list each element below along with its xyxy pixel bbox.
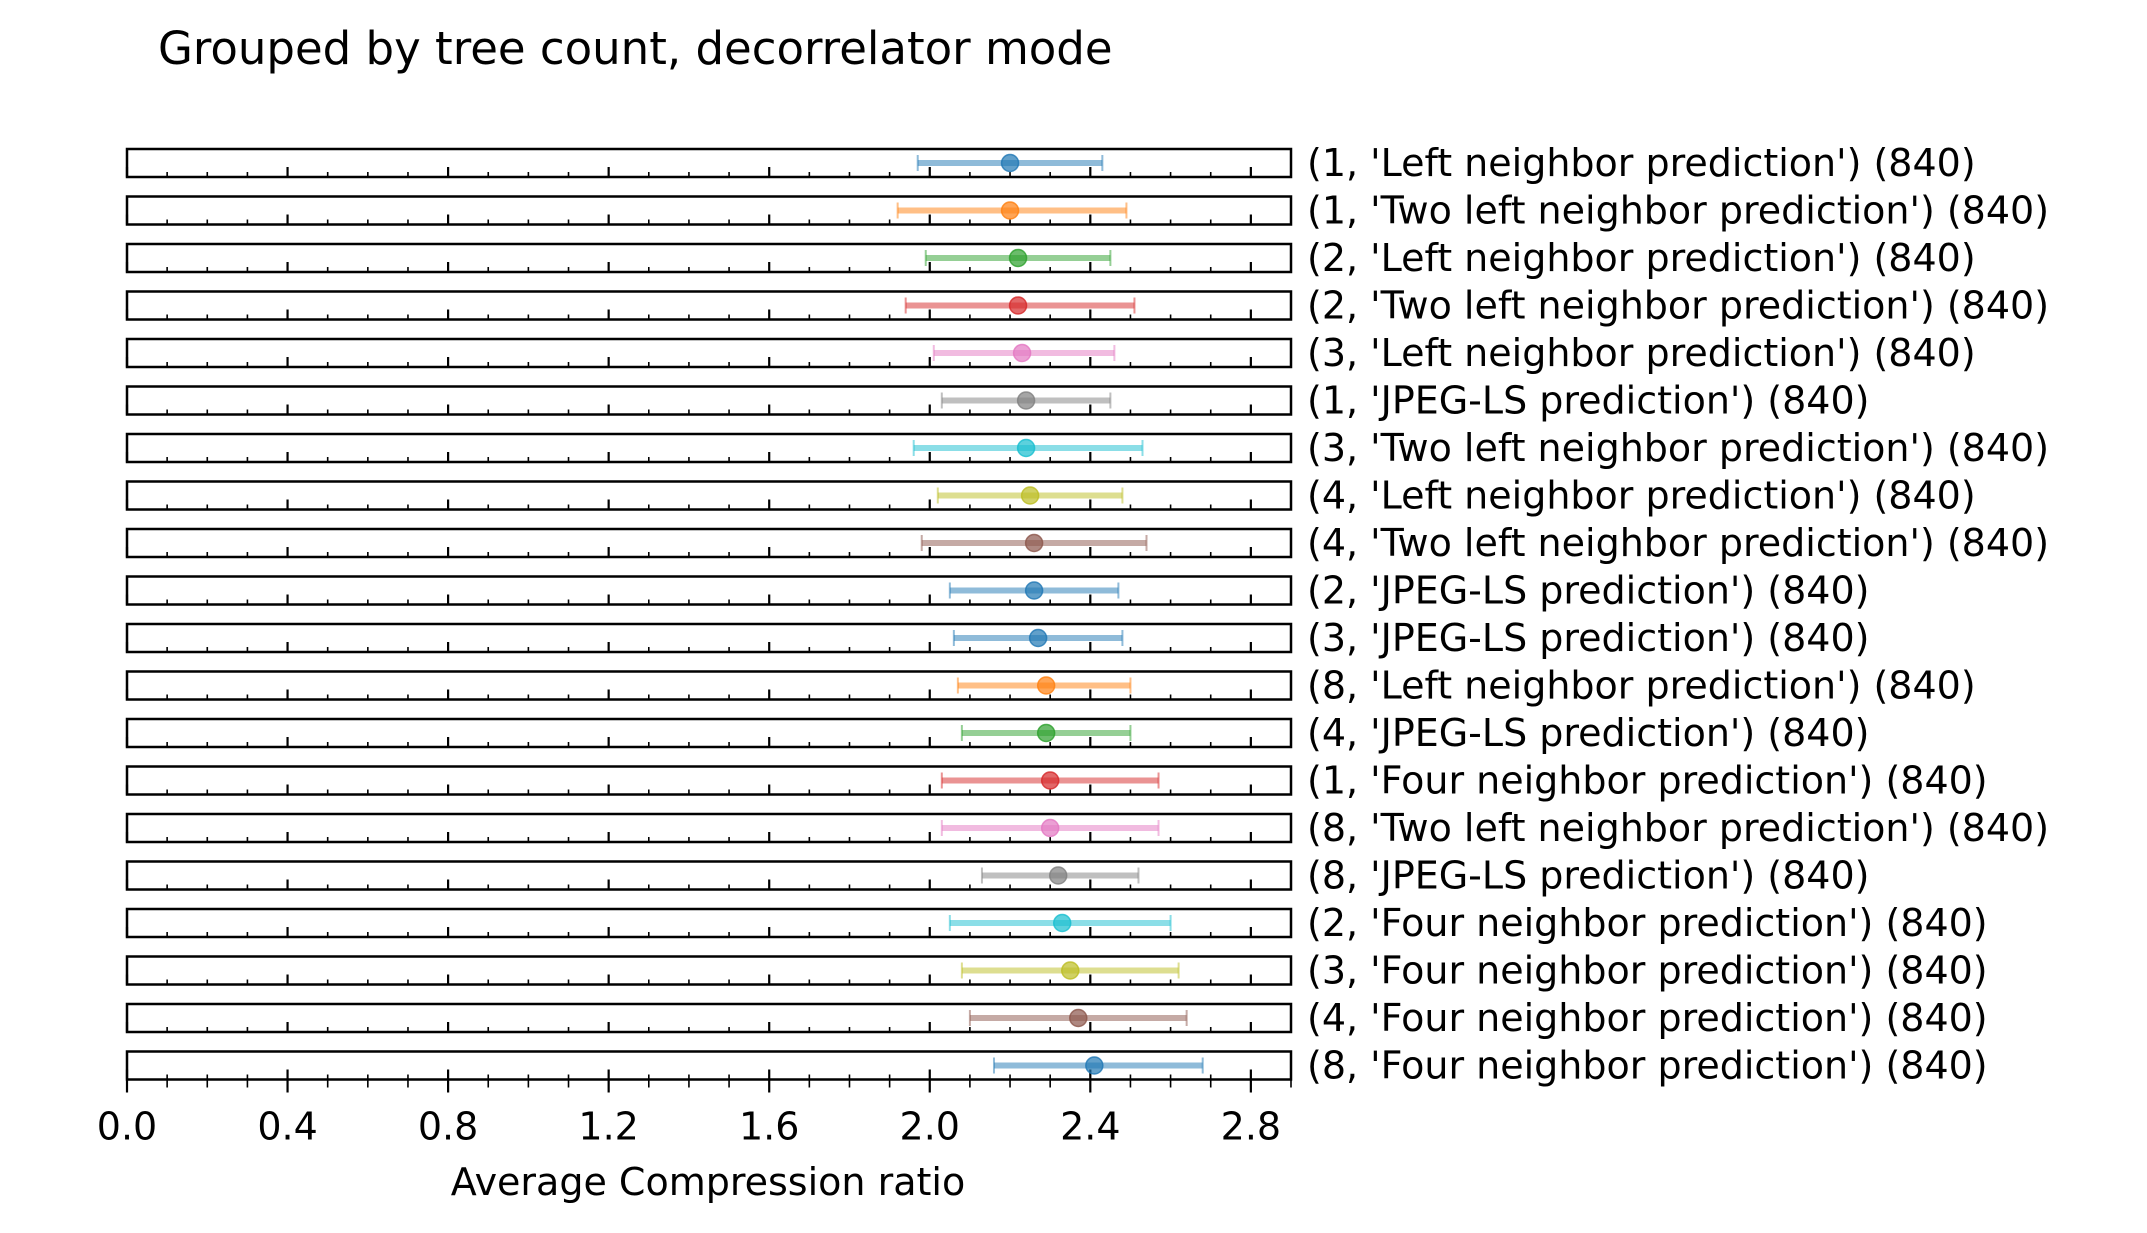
row-frame xyxy=(125,575,1293,606)
mean-marker xyxy=(1012,343,1032,363)
row-5: (3, 'Left neighbor prediction') (840) xyxy=(125,331,1976,375)
row-frame xyxy=(125,907,1293,939)
mean-marker xyxy=(1024,581,1044,600)
row-11: (3, 'JPEG-LS prediction') (840) xyxy=(125,616,1869,660)
row-label: (1, 'Two left neighbor prediction') (840… xyxy=(1307,189,2049,233)
row-4: (2, 'Two left neighbor prediction') (840… xyxy=(125,284,2049,328)
row-1: (1, 'Left neighbor prediction') (840) xyxy=(125,141,1976,185)
row-10: (2, 'JPEG-LS prediction') (840) xyxy=(125,569,1869,613)
row-label: (2, 'Four neighbor prediction') (840) xyxy=(1307,901,1988,945)
row-frame xyxy=(125,147,1293,179)
mean-marker xyxy=(1028,628,1048,648)
row-frame xyxy=(125,670,1293,701)
x-tick-label: 2.0 xyxy=(900,1105,960,1149)
row-label: (4, 'Four neighbor prediction') (840) xyxy=(1307,996,1988,1040)
mean-marker xyxy=(1000,153,1020,173)
rows-layer: (1, 'Left neighbor prediction') (840)(1,… xyxy=(125,141,2049,1088)
row-label: (8, 'Two left neighbor prediction') (840… xyxy=(1307,806,2049,850)
row-frame xyxy=(125,290,1293,321)
row-label: (8, 'Left neighbor prediction') (840) xyxy=(1307,664,1976,708)
x-axis: 0.0 0.4 0.8 1.2 1.6 2.0 2.4 2.8 xyxy=(97,1080,1292,1149)
row-label: (3, 'Four neighbor prediction') (840) xyxy=(1307,949,1988,993)
row-label: (8, 'Four neighbor prediction') (840) xyxy=(1307,1044,1988,1088)
mean-marker xyxy=(1040,818,1060,838)
row-frame xyxy=(125,480,1293,511)
row-frame xyxy=(125,432,1293,464)
mean-marker xyxy=(1008,296,1028,315)
x-tick-label: 1.2 xyxy=(578,1105,638,1149)
x-axis-label: Average Compression ratio xyxy=(451,1160,965,1204)
row-frame xyxy=(125,337,1293,369)
row-frame xyxy=(125,195,1293,226)
row-8: (4, 'Left neighbor prediction') (840) xyxy=(125,474,1976,518)
x-tick-label: 0.0 xyxy=(97,1105,157,1149)
x-tick-label: 2.8 xyxy=(1221,1105,1281,1149)
row-17: (2, 'Four neighbor prediction') (840) xyxy=(125,901,1988,945)
row-19: (4, 'Four neighbor prediction') (840) xyxy=(125,996,1988,1040)
mean-marker xyxy=(1085,1056,1104,1075)
row-frame xyxy=(125,812,1293,844)
row-label: (1, 'Four neighbor prediction') (840) xyxy=(1307,759,1988,803)
row-6: (1, 'JPEG-LS prediction') (840) xyxy=(125,379,1869,423)
mean-marker xyxy=(1008,248,1028,268)
x-tick-label: 1.6 xyxy=(739,1105,799,1149)
mean-marker xyxy=(1036,676,1056,695)
row-label: (2, 'Two left neighbor prediction') (840… xyxy=(1307,284,2049,328)
mean-marker xyxy=(1000,201,1020,220)
mean-marker xyxy=(1060,961,1080,980)
row-16: (8, 'JPEG-LS prediction') (840) xyxy=(125,854,1869,898)
row-label: (3, 'JPEG-LS prediction') (840) xyxy=(1307,616,1869,660)
row-label: (2, 'JPEG-LS prediction') (840) xyxy=(1307,569,1869,613)
row-13: (4, 'JPEG-LS prediction') (840) xyxy=(125,711,1869,755)
row-frame xyxy=(125,527,1293,559)
row-frame xyxy=(125,1050,1293,1081)
row-12: (8, 'Left neighbor prediction') (840) xyxy=(125,664,1976,708)
row-frame xyxy=(125,717,1293,749)
row-18: (3, 'Four neighbor prediction') (840) xyxy=(125,949,1988,993)
row-label: (1, 'Left neighbor prediction') (840) xyxy=(1307,141,1976,185)
row-frame xyxy=(125,385,1293,416)
row-2: (1, 'Two left neighbor prediction') (840… xyxy=(125,189,2049,233)
mean-marker xyxy=(1069,1008,1088,1028)
row-9: (4, 'Two left neighbor prediction') (840… xyxy=(125,521,2049,565)
row-label: (2, 'Left neighbor prediction') (840) xyxy=(1307,236,1976,280)
row-frame xyxy=(125,242,1293,274)
row-frame xyxy=(125,955,1293,986)
mean-marker xyxy=(1040,771,1060,790)
x-tick-label: 0.4 xyxy=(257,1105,317,1149)
mean-marker xyxy=(1016,438,1036,458)
mean-marker xyxy=(1052,913,1072,933)
mean-marker xyxy=(1020,486,1040,505)
row-label: (4, 'Two left neighbor prediction') (840… xyxy=(1307,521,2049,565)
row-20: (8, 'Four neighbor prediction') (840) xyxy=(125,1044,1988,1088)
x-tick-label: 0.8 xyxy=(418,1105,478,1149)
row-frame xyxy=(125,622,1293,654)
row-label: (1, 'JPEG-LS prediction') (840) xyxy=(1307,379,1869,423)
row-label: (3, 'Two left neighbor prediction') (840… xyxy=(1307,426,2049,470)
mean-marker xyxy=(1036,723,1056,743)
row-frame xyxy=(125,765,1293,796)
row-frame xyxy=(125,860,1293,891)
row-label: (8, 'JPEG-LS prediction') (840) xyxy=(1307,854,1869,898)
row-frame xyxy=(125,1002,1293,1034)
row-15: (8, 'Two left neighbor prediction') (840… xyxy=(125,806,2049,850)
row-label: (4, 'Left neighbor prediction') (840) xyxy=(1307,474,1976,518)
row-14: (1, 'Four neighbor prediction') (840) xyxy=(125,759,1988,803)
chart-title: Grouped by tree count, decorrelator mode xyxy=(158,22,1113,75)
mean-marker xyxy=(1016,391,1036,410)
row-label: (4, 'JPEG-LS prediction') (840) xyxy=(1307,711,1869,755)
x-tick-label: 2.4 xyxy=(1060,1105,1120,1149)
mean-marker xyxy=(1024,533,1044,553)
mean-marker xyxy=(1048,866,1068,885)
row-label: (3, 'Left neighbor prediction') (840) xyxy=(1307,331,1976,375)
row-3: (2, 'Left neighbor prediction') (840) xyxy=(125,236,1976,280)
row-7: (3, 'Two left neighbor prediction') (840… xyxy=(125,426,2049,470)
